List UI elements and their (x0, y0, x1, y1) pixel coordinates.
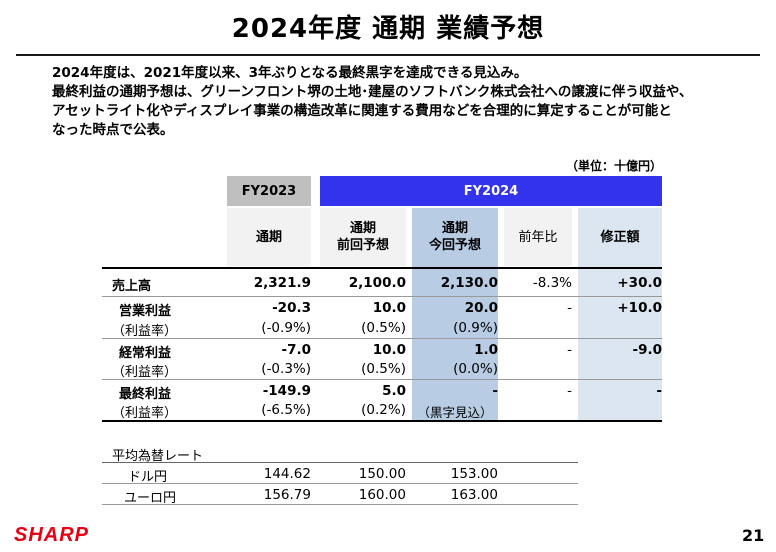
subheader-line: 通期 (349, 221, 376, 236)
cell-ord-margin-prev: (0.5%) (361, 361, 406, 377)
cell-op-margin-prev: (0.5%) (361, 320, 406, 336)
cell-sales-revision: +30.0 (617, 275, 662, 291)
fx-label-usd: ドル円 (128, 470, 168, 485)
fx-rule-1 (102, 462, 578, 463)
col-current-forecast-bg (412, 208, 498, 420)
header-fy2023: FY2023 (227, 176, 311, 206)
cell-net-yoy: - (567, 383, 572, 399)
cell-ord-revision: -9.0 (632, 342, 662, 358)
fx-title: 平均為替レート (112, 449, 204, 464)
subheader-line: 前年比 (518, 229, 558, 245)
title-divider (16, 54, 760, 56)
fx-usd-current: 153.00 (450, 466, 498, 482)
cell-net-revision: - (656, 383, 662, 399)
row-divider-1 (102, 296, 662, 297)
fx-eur-prev: 160.00 (358, 487, 406, 503)
subheader-line: 今回予想 (428, 238, 481, 253)
fx-usd-prev: 150.00 (358, 466, 406, 482)
table-bottom-rule (102, 420, 662, 422)
table-top-rule (102, 267, 662, 269)
unit-label: （単位：十億円） (566, 159, 663, 173)
row-label-op-margin: （利益率） (112, 324, 178, 339)
header-fy2024: FY2024 (320, 176, 662, 206)
intro-line-1: 2024年度は、2021年度以来、3年ぶりとなる最終黒字を達成できる見込み。 (52, 65, 528, 81)
cell-ord-yoy: - (567, 342, 572, 358)
intro-line-4: なった時点で公表。 (52, 122, 174, 138)
cell-op-margin-current: (0.9%) (453, 320, 498, 336)
col-fy2023-sub-bg (227, 208, 311, 266)
cell-op-current: 20.0 (464, 300, 498, 316)
row-divider-3 (102, 379, 662, 380)
cell-op-prev: 10.0 (372, 300, 406, 316)
fx-usd-fy2023: 144.62 (263, 466, 311, 482)
cell-net-prev: 5.0 (382, 383, 406, 399)
cell-op-fy2023: -20.3 (272, 300, 311, 316)
fx-eur-current: 163.00 (450, 487, 498, 503)
col-revision-bg (578, 208, 662, 420)
cell-op-revision: +10.0 (617, 300, 662, 316)
page-number: 21 (742, 526, 765, 545)
cell-net-margin-current: （黒字見込） (417, 405, 493, 420)
cell-ord-prev: 10.0 (372, 342, 406, 358)
row-divider-2 (102, 338, 662, 339)
subheader-prev-forecast: 通期 前回予想 (320, 208, 406, 266)
subheader-line: 通期 (255, 229, 282, 245)
fx-rule-3 (102, 504, 578, 505)
title-bar (0, 0, 776, 52)
fx-rule-2 (102, 483, 578, 484)
cell-net-fy2023: -149.9 (262, 383, 311, 399)
col-prev-forecast-sub-bg (320, 208, 406, 266)
cell-net-current: - (492, 383, 498, 399)
intro-text: 2024年度は、2021年度以来、3年ぶりとなる最終黒字を達成できる見込み。 最… (52, 64, 752, 140)
row-label-ord-margin: （利益率） (112, 365, 178, 380)
cell-sales-fy2023: 2,321.9 (253, 275, 311, 291)
cell-ord-fy2023: -7.0 (281, 342, 311, 358)
intro-line-2: 最終利益の通期予想は、グリーンフロント堺の土地･建屋のソフトバンク株式会社への譲… (52, 84, 693, 100)
cell-op-margin-fy2023: (-0.9%) (261, 320, 311, 336)
subheader-line: 修正額 (600, 229, 640, 245)
row-label-net-margin: （利益率） (112, 406, 178, 421)
page-title: 2024年度 通期 業績予想 (231, 14, 545, 44)
col-yoy-sub-bg (504, 208, 572, 266)
sharp-logo: SHARP (14, 524, 90, 546)
subheader-fy2023-full: 通期 (227, 208, 311, 266)
subheader-yoy: 前年比 (504, 208, 572, 266)
subheader-current-forecast: 通期 今回予想 (412, 208, 498, 266)
cell-ord-current: 1.0 (474, 342, 498, 358)
row-label-ordinary-profit: 経常利益 (119, 346, 172, 361)
cell-sales-prev: 2,100.0 (348, 275, 406, 291)
cell-net-margin-fy2023: (-6.5%) (261, 402, 311, 418)
row-label-sales: 売上高 (112, 279, 152, 294)
cell-ord-margin-current: (0.0%) (453, 361, 498, 377)
fx-label-eur: ユーロ円 (124, 491, 177, 506)
cell-sales-current: 2,130.0 (440, 275, 498, 291)
row-label-net-profit: 最終利益 (119, 387, 172, 402)
subheader-revision: 修正額 (578, 208, 662, 266)
subheader-line: 通期 (441, 221, 468, 236)
cell-ord-margin-fy2023: (-0.3%) (261, 361, 311, 377)
cell-sales-yoy: -8.3% (532, 275, 572, 291)
cell-net-margin-prev: (0.2%) (361, 402, 406, 418)
intro-line-3: アセットライト化やディスプレイ事業の構造改革に関連する費用などを合理的に算定する… (52, 103, 672, 119)
fx-eur-fy2023: 156.79 (263, 487, 311, 503)
row-label-operating-profit: 営業利益 (119, 304, 172, 319)
cell-op-yoy: - (567, 300, 572, 316)
subheader-line: 前回予想 (336, 238, 389, 253)
